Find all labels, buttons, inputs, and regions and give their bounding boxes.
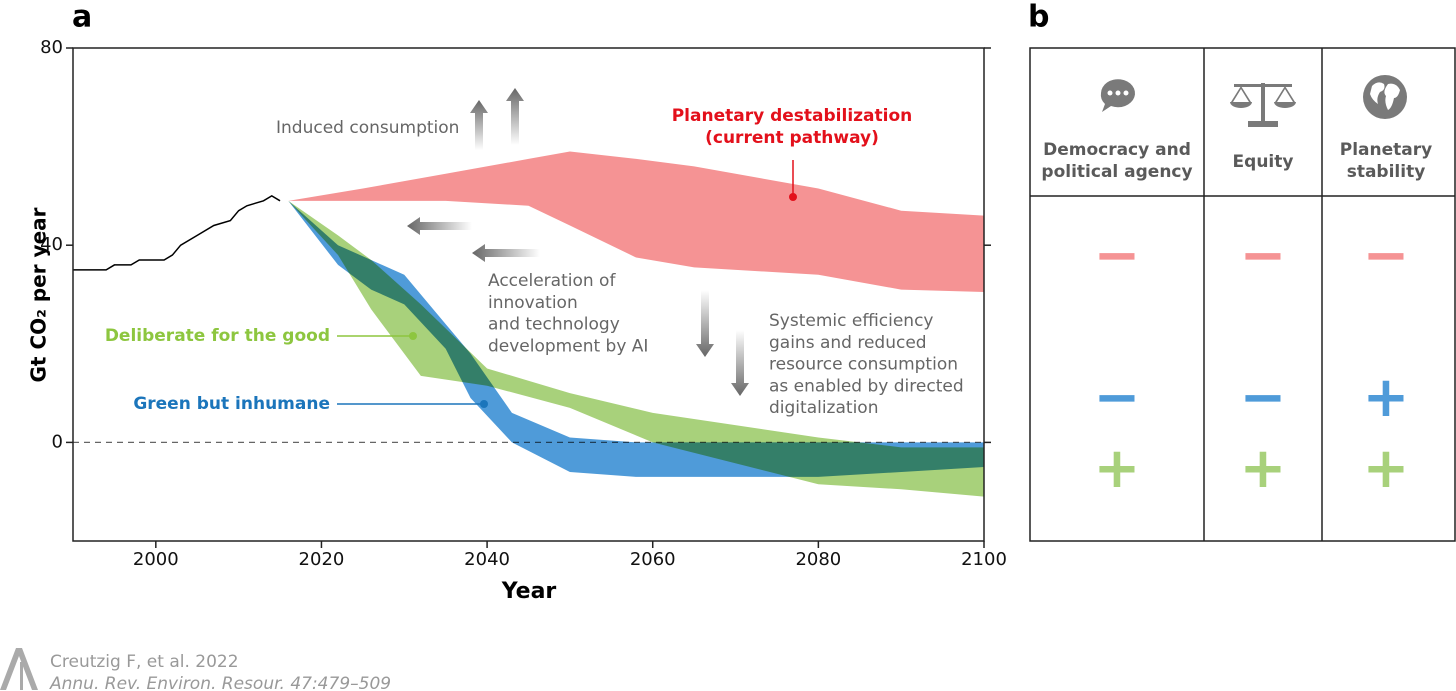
table-symbol: − xyxy=(1094,223,1141,288)
column-header: Planetary xyxy=(1340,140,1432,160)
credit: Annu. Rev. Environ. Resour. 47:479–509 xyxy=(49,674,391,691)
table-symbol: − xyxy=(1094,365,1141,430)
table-symbol: + xyxy=(1363,436,1410,501)
arrow xyxy=(407,217,472,235)
logo xyxy=(0,648,38,690)
panel-label: b xyxy=(1028,0,1049,35)
pointer-dot xyxy=(789,193,797,201)
series-label: Planetary destabilization xyxy=(672,106,913,126)
panel-label: a xyxy=(72,0,92,35)
x-axis-label: Year xyxy=(501,579,557,604)
annotation: gains and reduced xyxy=(769,333,927,353)
annotation: development by AI xyxy=(488,336,648,356)
credit: Creutzig F, et al. 2022 xyxy=(50,652,239,672)
arrow xyxy=(506,88,524,145)
column-header: Equity xyxy=(1233,152,1294,172)
x-tick-label: 2100 xyxy=(961,549,1007,570)
y-axis-label: Gt CO₂ per year xyxy=(27,207,51,382)
band xyxy=(288,151,984,293)
globe-icon xyxy=(1363,75,1407,119)
speech-icon xyxy=(1100,79,1135,112)
y-tick-label: 80 xyxy=(40,37,63,58)
x-tick-label: 2040 xyxy=(464,549,510,570)
annotation: Acceleration of xyxy=(488,271,616,291)
y-tick-label: 40 xyxy=(40,234,63,255)
icons xyxy=(1100,75,1407,127)
table-symbol: − xyxy=(1240,223,1287,288)
arrow xyxy=(731,330,749,396)
annotation: digitalization xyxy=(769,398,878,418)
annotation: as enabled by directed xyxy=(769,376,964,396)
x-tick-label: 2020 xyxy=(299,549,345,570)
annotation: resource consumption xyxy=(769,355,958,375)
table-symbol: − xyxy=(1240,365,1287,430)
table-frame xyxy=(1029,47,1456,542)
arrow xyxy=(472,244,540,262)
annotation: innovation xyxy=(488,293,578,313)
column-header: political agency xyxy=(1041,162,1192,182)
arrows xyxy=(407,88,749,396)
pointer-dot xyxy=(480,400,488,408)
arrow xyxy=(696,290,714,357)
arrow xyxy=(470,100,488,150)
plot-frame xyxy=(72,47,985,542)
y-tick-label: 0 xyxy=(52,431,63,452)
x-tick-label: 2000 xyxy=(133,549,179,570)
x-tick-label: 2080 xyxy=(795,549,841,570)
annotation: Induced consumption xyxy=(276,118,459,138)
table-symbol: + xyxy=(1363,365,1410,430)
band xyxy=(288,200,984,477)
plot: 2000 2020 2040 2060 2080 2100 0 40 80 Year Gt CO₂ … xyxy=(27,37,1007,604)
table-symbol: + xyxy=(1094,436,1141,501)
history-line xyxy=(73,195,281,271)
table-symbol: − xyxy=(1363,223,1410,288)
annotation: Systemic efficiency xyxy=(769,311,933,331)
table-symbol: + xyxy=(1240,436,1287,501)
column-header: Democracy and xyxy=(1043,140,1191,160)
column-header: stability xyxy=(1347,162,1426,182)
scale-icon xyxy=(1230,83,1296,127)
series-label: (current pathway) xyxy=(705,128,879,148)
pointer-dot xyxy=(409,332,417,340)
series-label: Green but inhumane xyxy=(133,394,330,414)
annotation: and technology xyxy=(488,315,620,335)
x-tick-label: 2060 xyxy=(630,549,676,570)
series-label: Deliberate for the good xyxy=(105,326,330,346)
